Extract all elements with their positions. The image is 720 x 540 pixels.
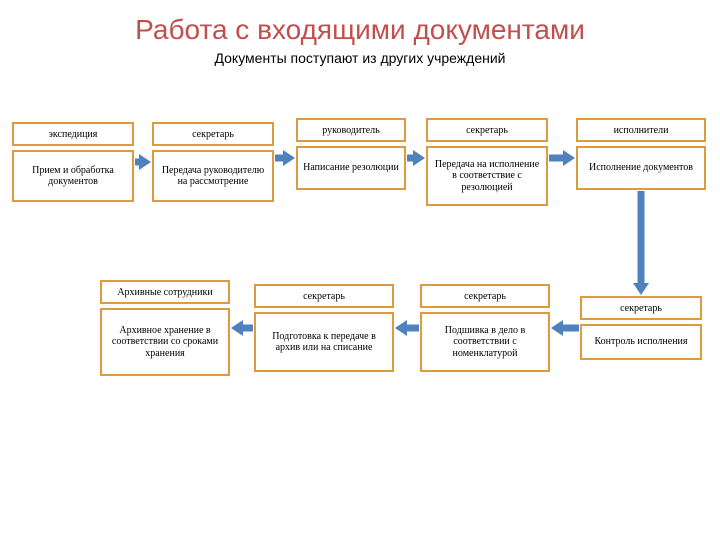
flow-node-task: Исполнение документов — [576, 146, 706, 190]
flow-node-role: секретарь — [426, 118, 548, 142]
flow-node-task: Архивное хранение в соответствии со срок… — [100, 308, 230, 376]
flow-arrow — [395, 320, 419, 336]
flow-node-role: секретарь — [254, 284, 394, 308]
flow-node-role: Архивные сотрудники — [100, 280, 230, 304]
flow-node: руководитель Написание резолюции — [296, 118, 406, 190]
flow-arrow — [551, 320, 579, 336]
flow-arrow — [231, 320, 253, 336]
flow-node: исполнители Исполнение документов — [576, 118, 706, 190]
page-title: Работа с входящими документами — [0, 0, 720, 46]
flow-arrow — [549, 150, 575, 166]
flow-node-task: Контроль исполнения — [580, 324, 702, 360]
flow-node-role: секретарь — [420, 284, 550, 308]
flow-node-task: Передача руководителю на рассмотрение — [152, 150, 274, 202]
flow-arrow — [633, 191, 649, 295]
flow-node-task: Передача на исполнение в соответствие с … — [426, 146, 548, 206]
flow-node-role: руководитель — [296, 118, 406, 142]
flow-node: экспедиция Прием и обработка документов — [12, 122, 134, 202]
flow-arrow — [275, 150, 295, 166]
flow-node: секретарь Подшивка в дело в соответствии … — [420, 284, 550, 372]
flow-node-role: секретарь — [580, 296, 702, 320]
flow-node-task: Написание резолюции — [296, 146, 406, 190]
flow-node-role: исполнители — [576, 118, 706, 142]
flow-node-task: Прием и обработка документов — [12, 150, 134, 202]
flow-node: секретарь Передача на исполнение в соотве… — [426, 118, 548, 206]
flow-node: секретарь Передача руководителю на рассмо… — [152, 122, 274, 202]
flowchart-stage: Работа с входящими документами Документы… — [0, 0, 720, 540]
flow-node: Архивные сотрудники Архивное хранение в с… — [100, 280, 230, 376]
flow-node: секретарь Подготовка к передаче в архив и… — [254, 284, 394, 372]
flow-node: секретарь Контроль исполнения — [580, 296, 702, 360]
flow-node-task: Подготовка к передаче в архив или на спи… — [254, 312, 394, 372]
subtitle: Документы поступают из других учреждений — [0, 50, 720, 66]
flow-arrow — [407, 150, 425, 166]
flow-node-task: Подшивка в дело в соответствии с номенкл… — [420, 312, 550, 372]
flow-node-role: экспедиция — [12, 122, 134, 146]
arrows-layer — [0, 0, 720, 540]
flow-arrow — [135, 154, 151, 170]
flow-node-role: секретарь — [152, 122, 274, 146]
